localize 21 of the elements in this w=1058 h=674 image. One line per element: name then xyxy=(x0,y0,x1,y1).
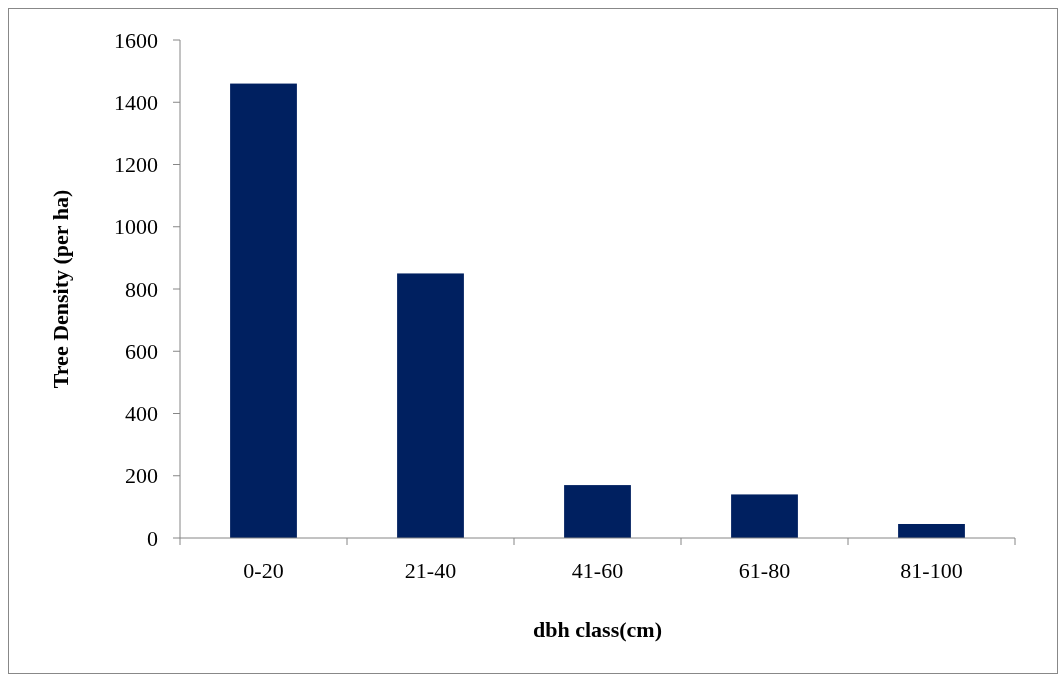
x-tick-label: 0-20 xyxy=(243,558,284,583)
x-tick-label: 41-60 xyxy=(571,558,624,583)
y-tick-label: 0 xyxy=(147,525,158,551)
x-tick-label: 61-80 xyxy=(738,558,791,583)
y-tick-label: 1000 xyxy=(114,214,158,240)
x-tick-label: 21-40 xyxy=(404,558,457,583)
bar xyxy=(397,273,464,538)
y-tick-label: 1600 xyxy=(114,27,158,53)
x-tick-label: 81-100 xyxy=(900,558,963,583)
y-tick-label: 600 xyxy=(125,338,158,364)
y-tick-label: 400 xyxy=(125,401,158,427)
y-tick-label: 1200 xyxy=(114,152,158,178)
y-tick-label: 200 xyxy=(125,463,158,489)
bar xyxy=(230,83,297,538)
bar xyxy=(898,523,965,538)
x-axis-title: dbh class(cm) xyxy=(533,617,662,642)
bar xyxy=(731,494,798,538)
y-tick-label: 800 xyxy=(125,276,158,302)
bar xyxy=(564,485,631,538)
y-axis-title: Tree Density (per ha) xyxy=(48,189,73,389)
y-tick-label: 1400 xyxy=(114,89,158,115)
